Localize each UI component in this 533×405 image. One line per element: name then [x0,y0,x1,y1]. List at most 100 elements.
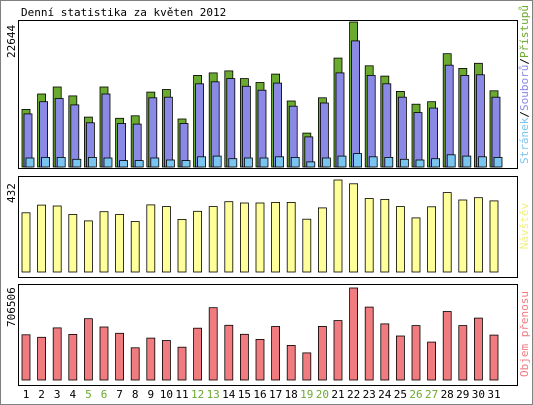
files-bar [429,107,439,168]
pages-bar [431,158,441,168]
files-bar [460,75,470,168]
pages-bar [103,157,113,168]
day-tick-label: 27 [425,388,438,401]
day-tick-label: 16 [253,388,266,401]
day-tick-label: 30 [472,388,485,401]
visits-bar [411,217,421,273]
legend-files: Souborů [518,65,531,111]
pages-bar [165,159,175,168]
volume-bar [302,352,312,381]
visits-bar [177,218,187,273]
pages-bar [72,158,82,168]
pages-bar [275,156,285,168]
volume-bar [442,311,452,381]
volume-bar [224,324,234,381]
visits-bar [146,204,156,273]
day-tick-label: 10 [160,388,173,401]
pages-bar [477,156,487,168]
files-bar [195,83,205,168]
volume-bar [52,327,62,381]
day-tick-label: 15 [238,388,251,401]
pages-bar [399,158,409,168]
files-bar [475,74,485,168]
visits-bar [349,183,359,273]
volume-bar [286,344,296,381]
files-bar [101,93,111,168]
legend-visits: Návštěv [518,202,531,249]
volume-bar [255,338,265,381]
files-bar [491,96,501,168]
pages-bar [493,156,503,168]
volume-bar [21,334,31,381]
pages-bar [306,161,316,168]
visits-bar [99,211,109,273]
day-tick-label: 23 [363,388,376,401]
day-tick-label: 9 [147,388,154,401]
volume-bar [458,325,468,381]
files-bar [148,97,158,168]
pages-bar [134,160,144,168]
day-tick-label: 19 [300,388,313,401]
day-tick-label: 11 [175,388,188,401]
hits-ymax-label: 22644 [5,25,18,58]
day-tick-label: 18 [285,388,298,401]
day-tick-label: 31 [487,388,500,401]
visits-bar [427,206,437,273]
day-tick-label: 17 [269,388,282,401]
pages-bar [41,156,50,168]
pages-bar [150,157,160,168]
pages-bar [321,157,331,168]
volume-bar [395,335,405,381]
volume-ymax-label: 706506 [5,287,18,327]
volume-bar [489,334,499,381]
pages-bar [56,156,66,168]
visits-bar [380,198,390,273]
legend-separator-1: / [518,111,531,118]
day-tick-label: 29 [456,388,469,401]
volume-bar [37,336,46,381]
visits-bar [193,210,203,273]
legend-hits: Přístupů [518,5,531,58]
chart-title: Denní statistika za květen 2012 [21,6,226,19]
volume-bar [349,287,359,381]
volume-bar [364,306,374,381]
day-tick-label: 21 [331,388,344,401]
pages-bar [197,156,207,168]
visits-bar [317,207,327,273]
visits-bar [37,204,46,273]
chart-marks: 1 2 3 4 5 6 7 8 9 10 11 12 13 14 15 16 17 18 19 20 21 22 23 24 2… [21,21,503,401]
pages-bar [259,157,269,168]
visits-bar [489,200,499,273]
files-bar [351,40,361,168]
visits-bar [458,199,468,273]
pages-bar [212,155,222,168]
volume-bar [473,317,483,381]
day-tick-label: 20 [316,388,329,401]
day-tick-label: 6 [101,388,108,401]
legend-volume: Objem přenosu [518,291,531,377]
volume-bar [130,347,140,381]
volume-bar [68,333,78,381]
visits-bar [442,192,452,273]
volume-bar [84,318,93,381]
volume-bar [271,326,281,381]
files-bar [444,64,454,168]
visits-ymax-label: 432 [5,183,18,203]
files-bar [257,89,267,168]
legend-pages: Stránek [518,117,531,164]
files-bar [397,96,407,168]
day-tick-label: 4 [69,388,76,401]
files-bar [382,83,392,168]
volume-bar [193,327,203,381]
visits-bar [286,201,296,273]
day-tick-label: 13 [207,388,220,401]
visits-bar [302,218,312,273]
pages-bar [415,159,425,168]
visits-bar [395,206,405,273]
visits-bar [473,197,483,273]
volume-bar [146,337,156,381]
hits-legend: Stránek/Souborů/Přístupů [518,5,531,164]
volume-bar [161,340,171,381]
